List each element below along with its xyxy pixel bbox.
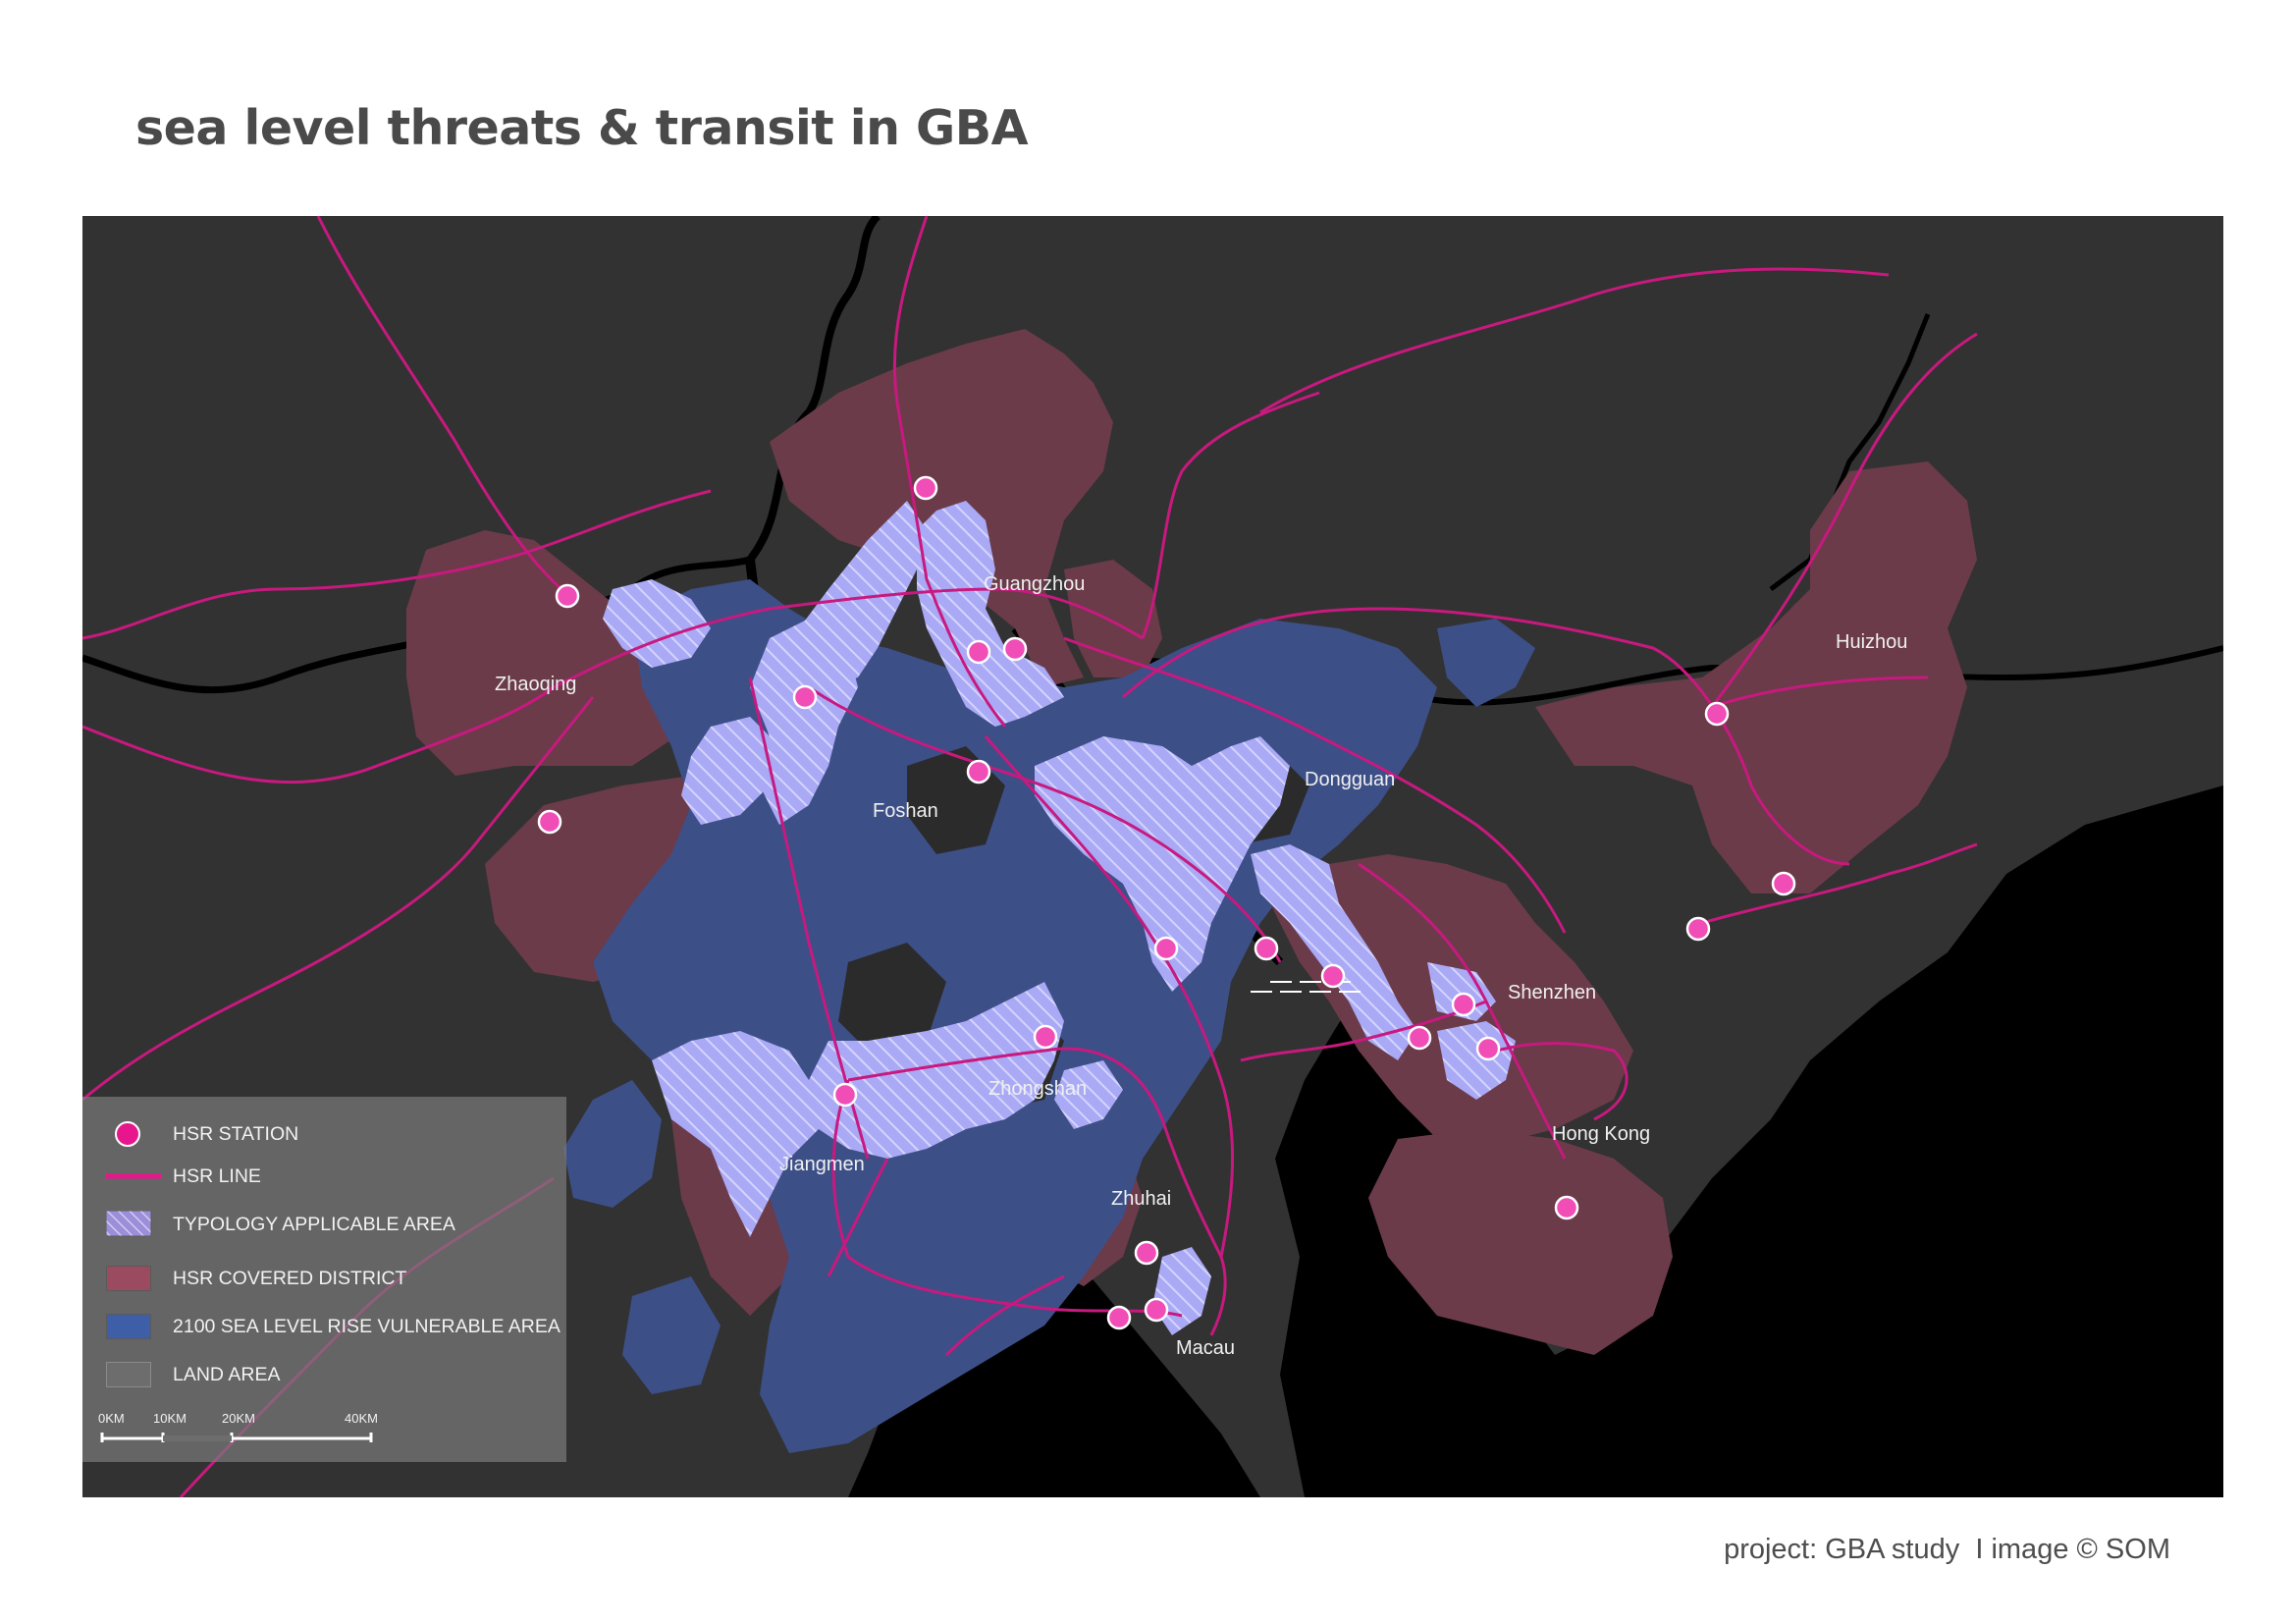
hsr-station [1685,916,1711,942]
city-label-dongguan: Dongguan [1305,769,1395,790]
hsr-station [1002,636,1028,662]
hsr-station [1254,936,1279,961]
city-labels: Guangzhou Zhaoqing Foshan Dongguan Huizh… [495,573,1907,1359]
scale-label-20: 20KM [222,1411,255,1426]
hsr-station [1554,1195,1579,1220]
hsr-station [1144,1297,1169,1323]
legend-label: 2100 SEA LEVEL RISE VULNERABLE AREA [173,1315,561,1337]
legend-label: HSR COVERED DISTRICT [173,1267,407,1289]
hsr-station [792,684,818,710]
scale-label-0: 0KM [98,1411,125,1426]
station-circle-icon [115,1121,140,1147]
line-icon [106,1173,161,1179]
map-title: sea level threats & transit in GBA [135,100,1029,156]
legend-label: HSR LINE [173,1164,261,1187]
city-label-zhongshan: Zhongshan [988,1078,1087,1100]
city-label-hongkong: Hong Kong [1552,1123,1650,1145]
hatched-swatch-icon [106,1211,152,1237]
hsr-station [1106,1305,1132,1330]
city-label-jiangmen: Jiangmen [779,1154,865,1175]
land-swatch-icon [106,1362,151,1387]
district-swatch-icon [106,1266,151,1291]
hsr-station [1320,963,1346,989]
map-panel: Guangzhou Zhaoqing Foshan Dongguan Huizh… [82,216,2223,1497]
city-label-zhuhai: Zhuhai [1111,1188,1171,1210]
city-label-zhaoqing: Zhaoqing [495,674,576,695]
legend-label: LAND AREA [173,1363,281,1385]
hsr-station [1153,936,1179,961]
hsr-station [966,759,991,785]
hsr-station [555,583,580,609]
hsr-station [1407,1025,1432,1051]
hsr-station [1704,701,1730,727]
sea-level-swatch-icon [106,1314,151,1339]
hsr-station [1475,1036,1501,1061]
hsr-station [537,809,562,835]
hsr-station [966,639,991,665]
hsr-station [1451,992,1476,1017]
scale-bar-graphic [100,1433,373,1442]
scale-label-40: 40KM [345,1411,378,1426]
city-label-macau: Macau [1176,1337,1235,1359]
hsr-lines [82,216,1978,1497]
city-label-guangzhou: Guangzhou [984,573,1085,595]
legend-label: TYPOLOGY APPLICABLE AREA [173,1213,455,1235]
city-label-shenzhen: Shenzhen [1508,982,1596,1003]
map-canvas: Guangzhou Zhaoqing Foshan Dongguan Huizh… [82,216,2223,1497]
typology-applicable-area [603,501,1516,1335]
hsr-station [1033,1024,1058,1050]
scale-label-10: 10KM [153,1411,187,1426]
bridge [1251,981,1368,993]
legend-label: HSR STATION [173,1122,299,1145]
hsr-station [1771,871,1796,896]
city-label-huizhou: Huizhou [1836,631,1907,653]
hsr-station [832,1082,858,1108]
image-credit: project: GBA study I image © SOM [1724,1534,2170,1565]
hsr-station [1134,1240,1159,1266]
hsr-station [913,475,938,501]
hsr-stations [537,475,1796,1330]
city-label-foshan: Foshan [873,800,938,822]
map-legend: HSR STATION HSR LINE TYPOLOGY APPLICABLE… [82,1097,566,1462]
